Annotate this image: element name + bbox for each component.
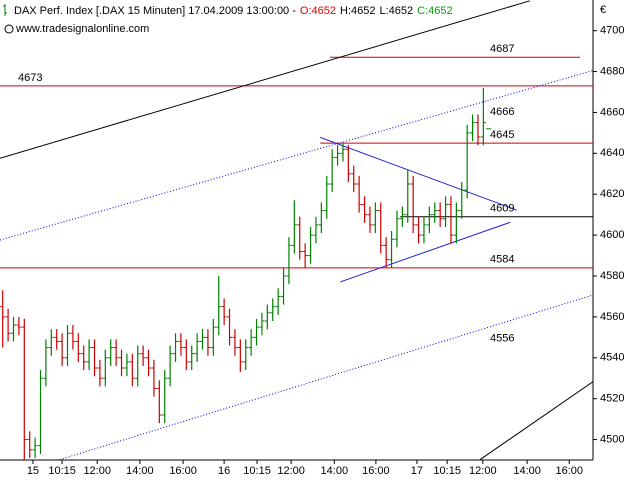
y-unit: € [600,4,606,16]
ohlc-label: L:4652 [379,5,413,17]
x-tick-label: 16 [218,465,230,477]
x-tick-label: 14:00 [513,465,541,477]
y-tick-label: 4540 [600,352,624,364]
x-tick-label: 15 [27,465,39,477]
y-tick-label: 4520 [600,393,624,405]
copyright-icon [4,24,14,34]
trendline [340,221,511,283]
x-tick-label: 12:00 [83,465,111,477]
x-tick-label: 16:00 [169,465,197,477]
x-tick-label: 10:15 [48,465,76,477]
logo-icon [3,4,7,16]
level-label: 4645 [490,129,514,141]
y-tick-label: 4500 [600,433,624,445]
trendline [320,136,518,211]
x-tick-label: 16:00 [555,465,583,477]
y-tick-label: 4600 [600,229,624,241]
trendline-label: 4556 [490,333,514,345]
x-tick-label: 12:00 [277,465,305,477]
subtitle: www.tradesignalonline.com [15,23,149,35]
ohlc-label: C:4652 [417,5,452,17]
y-tick-label: 4560 [600,311,624,323]
x-tick-label: 14:00 [126,465,154,477]
y-tick-label: 4700 [600,25,624,37]
y-tick-label: 4580 [600,270,624,282]
x-tick-label: 14:00 [321,465,349,477]
trendline [0,0,530,159]
level-label: 4609 [490,203,514,215]
trendline [0,70,593,241]
y-tick-label: 4620 [600,188,624,200]
ohlc-label: O:4652 [300,5,336,17]
level-label: 4673 [18,72,42,84]
x-tick-label: 12:00 [469,465,497,477]
plot-area [0,0,593,460]
y-tick-label: 4660 [600,106,624,118]
header: DAX Perf. Index [.DAX 15 Minuten] 17.04.… [14,5,453,17]
ohlc-label: H:4652 [340,5,375,17]
chart-title: DAX Perf. Index [.DAX 15 Minuten] 17.04.… [14,5,296,17]
level-label: 4687 [490,43,514,55]
level-label: 4584 [490,254,514,266]
y-tick-label: 4640 [600,147,624,159]
x-tick-label: 10:15 [243,465,271,477]
x-tick-label: 16:00 [362,465,390,477]
x-tick-label: 17 [411,465,423,477]
y-tick-label: 4680 [600,65,624,77]
x-tick-label: 10:15 [433,465,461,477]
trendline-label: 4666 [490,106,514,118]
trendline [479,381,593,460]
